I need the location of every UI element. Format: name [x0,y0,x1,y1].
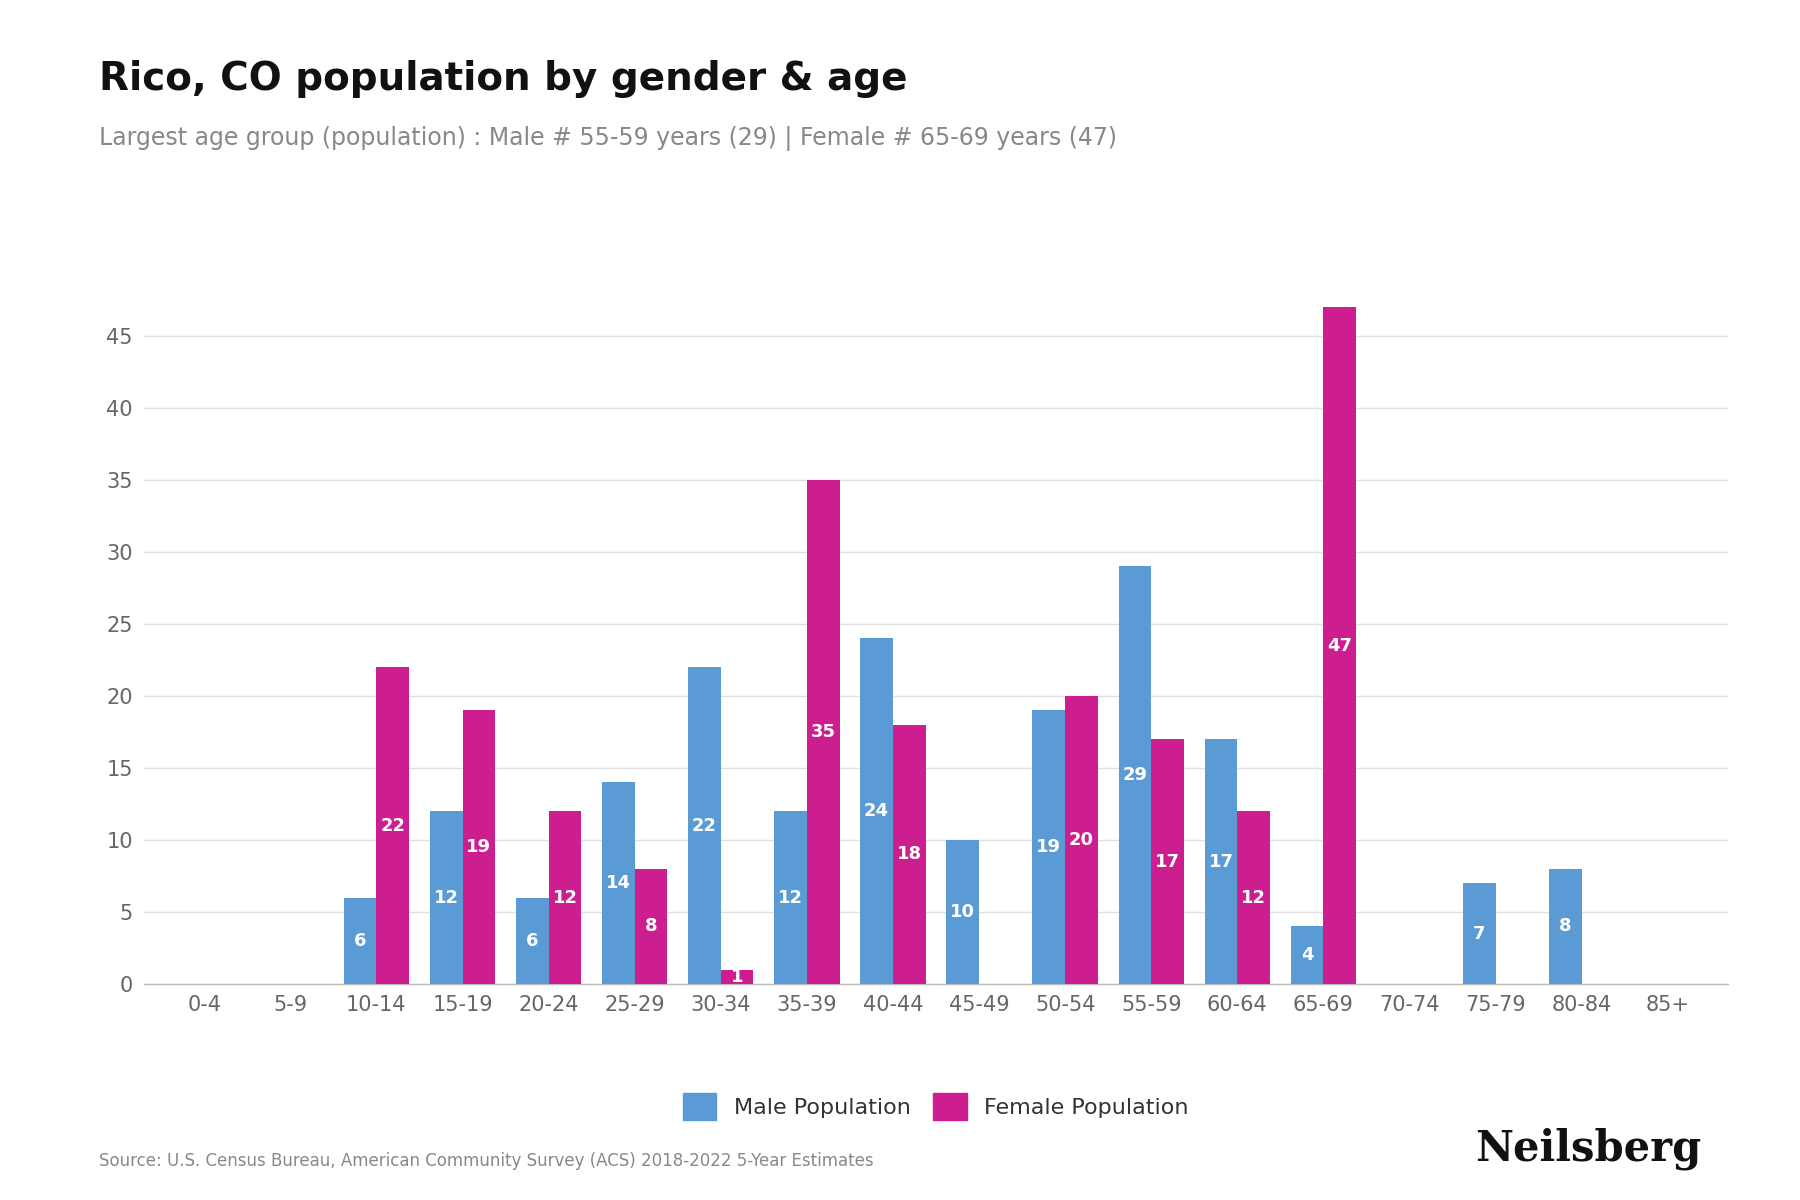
Bar [1291,926,1323,984]
Text: 47: 47 [1327,636,1352,654]
Text: 18: 18 [896,845,922,864]
Text: 12: 12 [434,888,459,907]
Text: 17: 17 [1208,852,1233,871]
Bar [601,782,635,984]
Bar [860,638,893,984]
Bar [344,898,376,984]
Bar [1550,869,1582,984]
Bar [635,869,668,984]
Text: 29: 29 [1123,766,1147,785]
Bar [1152,739,1184,984]
Text: 19: 19 [1037,838,1062,857]
Text: 20: 20 [1069,830,1094,850]
Bar [806,480,839,984]
Legend: Male Population, Female Population: Male Population, Female Population [671,1081,1201,1130]
Text: Neilsberg: Neilsberg [1474,1128,1701,1170]
Text: 12: 12 [1242,888,1265,907]
Text: 12: 12 [553,888,578,907]
Text: 22: 22 [380,816,405,835]
Text: 12: 12 [778,888,803,907]
Bar [1066,696,1098,984]
Text: 1: 1 [731,967,743,986]
Text: 10: 10 [950,902,976,922]
Bar [1033,710,1066,984]
Bar [1118,566,1152,984]
Text: 19: 19 [466,838,491,857]
Text: 7: 7 [1472,924,1485,943]
Bar [517,898,549,984]
Text: 14: 14 [607,874,630,893]
Text: 4: 4 [1301,946,1314,965]
Text: Largest age group (population) : Male # 55-59 years (29) | Female # 65-69 years : Largest age group (population) : Male # … [99,126,1118,151]
Bar [1463,883,1496,984]
Text: 6: 6 [526,931,538,950]
Bar [1204,739,1237,984]
Text: Rico, CO population by gender & age: Rico, CO population by gender & age [99,60,907,98]
Text: 24: 24 [864,802,889,821]
Bar [774,811,806,984]
Text: 17: 17 [1156,852,1181,871]
Bar [893,725,925,984]
Bar [463,710,495,984]
Text: 8: 8 [1559,917,1571,936]
Bar [720,970,754,984]
Bar [376,667,409,984]
Bar [947,840,979,984]
Bar [688,667,720,984]
Text: 35: 35 [810,722,835,740]
Text: 22: 22 [691,816,716,835]
Bar [549,811,581,984]
Bar [1237,811,1271,984]
Text: 6: 6 [355,931,367,950]
Bar [1323,307,1355,984]
Bar [430,811,463,984]
Text: Source: U.S. Census Bureau, American Community Survey (ACS) 2018-2022 5-Year Est: Source: U.S. Census Bureau, American Com… [99,1152,873,1170]
Text: 8: 8 [644,917,657,936]
